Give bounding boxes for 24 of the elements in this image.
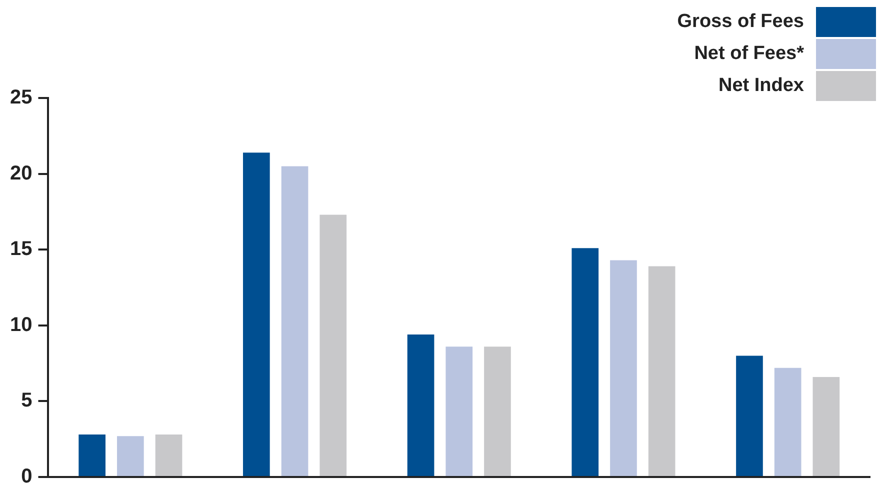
bar — [484, 346, 511, 476]
bar — [812, 376, 840, 476]
bar — [281, 166, 308, 476]
bar — [155, 434, 182, 476]
y-tick-label: 5 — [21, 390, 32, 412]
bar — [446, 346, 473, 476]
legend-label: Net Index — [718, 75, 804, 97]
y-tick-label: 15 — [10, 238, 32, 260]
legend-label: Gross of Fees — [677, 11, 804, 33]
bar — [243, 152, 270, 476]
bar — [78, 434, 106, 476]
y-tick-label: 25 — [10, 86, 32, 109]
legend-label: Net of Fees* — [694, 43, 804, 65]
bar — [610, 260, 637, 476]
bar — [407, 334, 434, 476]
bar — [572, 248, 599, 476]
bar — [117, 436, 144, 476]
bar — [320, 214, 347, 476]
bar — [648, 266, 676, 476]
bar — [774, 368, 802, 476]
y-tick-label: 20 — [10, 162, 32, 184]
bar — [736, 356, 763, 476]
y-tick-label: 0 — [21, 466, 32, 488]
y-tick-label: 10 — [10, 314, 32, 336]
